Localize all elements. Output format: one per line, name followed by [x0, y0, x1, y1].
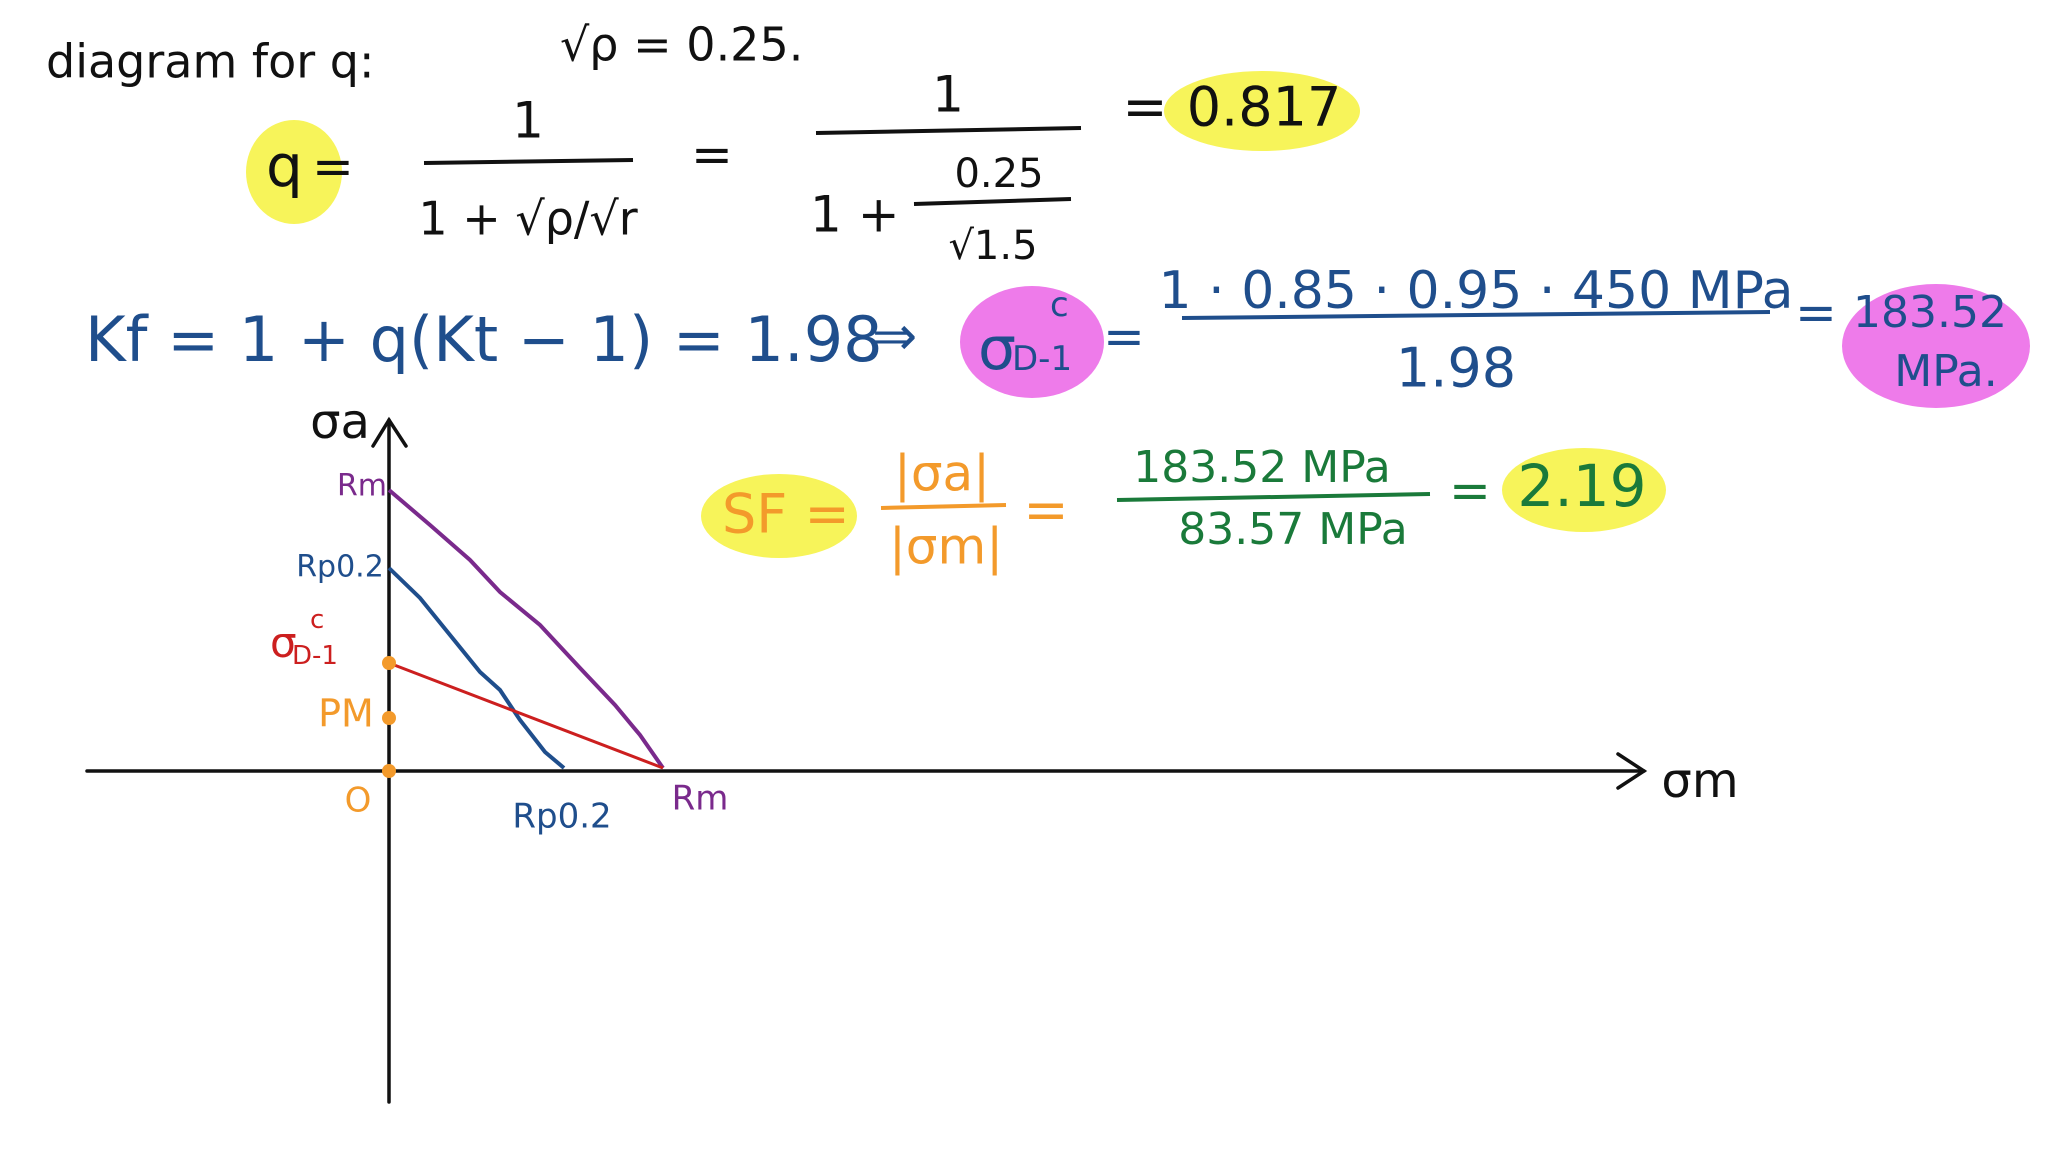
denominator: 1.98 — [1396, 337, 1516, 400]
title: diagram for q: — [46, 35, 374, 89]
sigma-superscript: c — [310, 605, 324, 635]
y-axis-label: σa — [310, 394, 370, 450]
pm-label: PM — [318, 692, 374, 736]
point — [382, 711, 396, 725]
rp02-line — [387, 566, 566, 770]
kf-expression: Kf = 1 + q(Kt − 1) = 1.98 — [85, 303, 883, 376]
q-symbol: q — [266, 132, 303, 200]
inner-denominator: √1.5 — [948, 223, 1037, 269]
fraction-bar — [1181, 310, 1771, 320]
numerator: |σa| — [894, 445, 990, 503]
sigma-base: σ — [270, 618, 297, 667]
fraction-bar — [913, 197, 1072, 206]
sigma-label: σ c D-1 — [270, 605, 338, 671]
inner-numerator: 0.25 — [954, 151, 1043, 197]
equals: = — [1103, 308, 1145, 366]
origin-label: O — [345, 781, 372, 821]
sf-label: SF = — [722, 483, 850, 546]
implies: ⇒ — [872, 305, 917, 368]
highlight — [1164, 71, 1360, 151]
x-axis-label: σm — [1661, 753, 1738, 809]
fraction-bar — [880, 503, 1007, 510]
denominator: 1 + √ρ/√r — [418, 192, 637, 246]
equals: = — [1449, 462, 1491, 520]
value-denominator: 83.57 MPa — [1178, 504, 1407, 555]
goodman-line — [388, 661, 664, 770]
sigma-superscript: c — [1050, 285, 1069, 325]
point — [382, 656, 396, 670]
sigma-subscript: D-1 — [292, 641, 338, 671]
fraction-bar — [815, 126, 1082, 135]
denominator-lead: 1 + — [810, 186, 900, 244]
fraction-bar — [1116, 492, 1431, 502]
equals: = — [1122, 76, 1167, 139]
q-result: 0.817 — [1187, 76, 1342, 139]
point — [382, 764, 396, 778]
numerator: 1 — [932, 66, 964, 124]
highlight — [701, 474, 857, 558]
rm-label: Rm — [337, 469, 387, 504]
arrow-head — [371, 416, 408, 448]
sf-result: 2.19 — [1517, 452, 1646, 520]
rm-label: Rm — [672, 779, 729, 819]
sigma-symbol: σc D-1 — [978, 285, 1072, 384]
equals: = — [691, 126, 733, 184]
sigma-subscript: D-1 — [1012, 339, 1072, 379]
value-numerator: 183.52 MPa — [1133, 442, 1390, 493]
numerator: 1 — [512, 92, 544, 150]
rm-line — [387, 488, 665, 770]
highlight — [1502, 448, 1666, 532]
rp02-label: Rp0.2 — [512, 797, 611, 837]
arrow-head — [1616, 752, 1648, 790]
result-unit: MPa. — [1894, 346, 1997, 397]
highlight — [246, 120, 342, 224]
fraction-bar — [423, 158, 634, 165]
rp02-label: Rp0.2 — [296, 550, 384, 585]
highlight — [960, 286, 1104, 398]
result-value: 183.52 — [1853, 287, 2007, 338]
equals: = — [1795, 284, 1837, 342]
highlight — [1842, 284, 2030, 408]
sigma-base: σ — [978, 314, 1016, 384]
denominator: |σm| — [889, 518, 1003, 576]
axes — [85, 416, 1648, 1104]
given: √ρ = 0.25. — [560, 18, 803, 72]
equals: = — [1023, 479, 1068, 542]
equals: = — [312, 138, 354, 196]
